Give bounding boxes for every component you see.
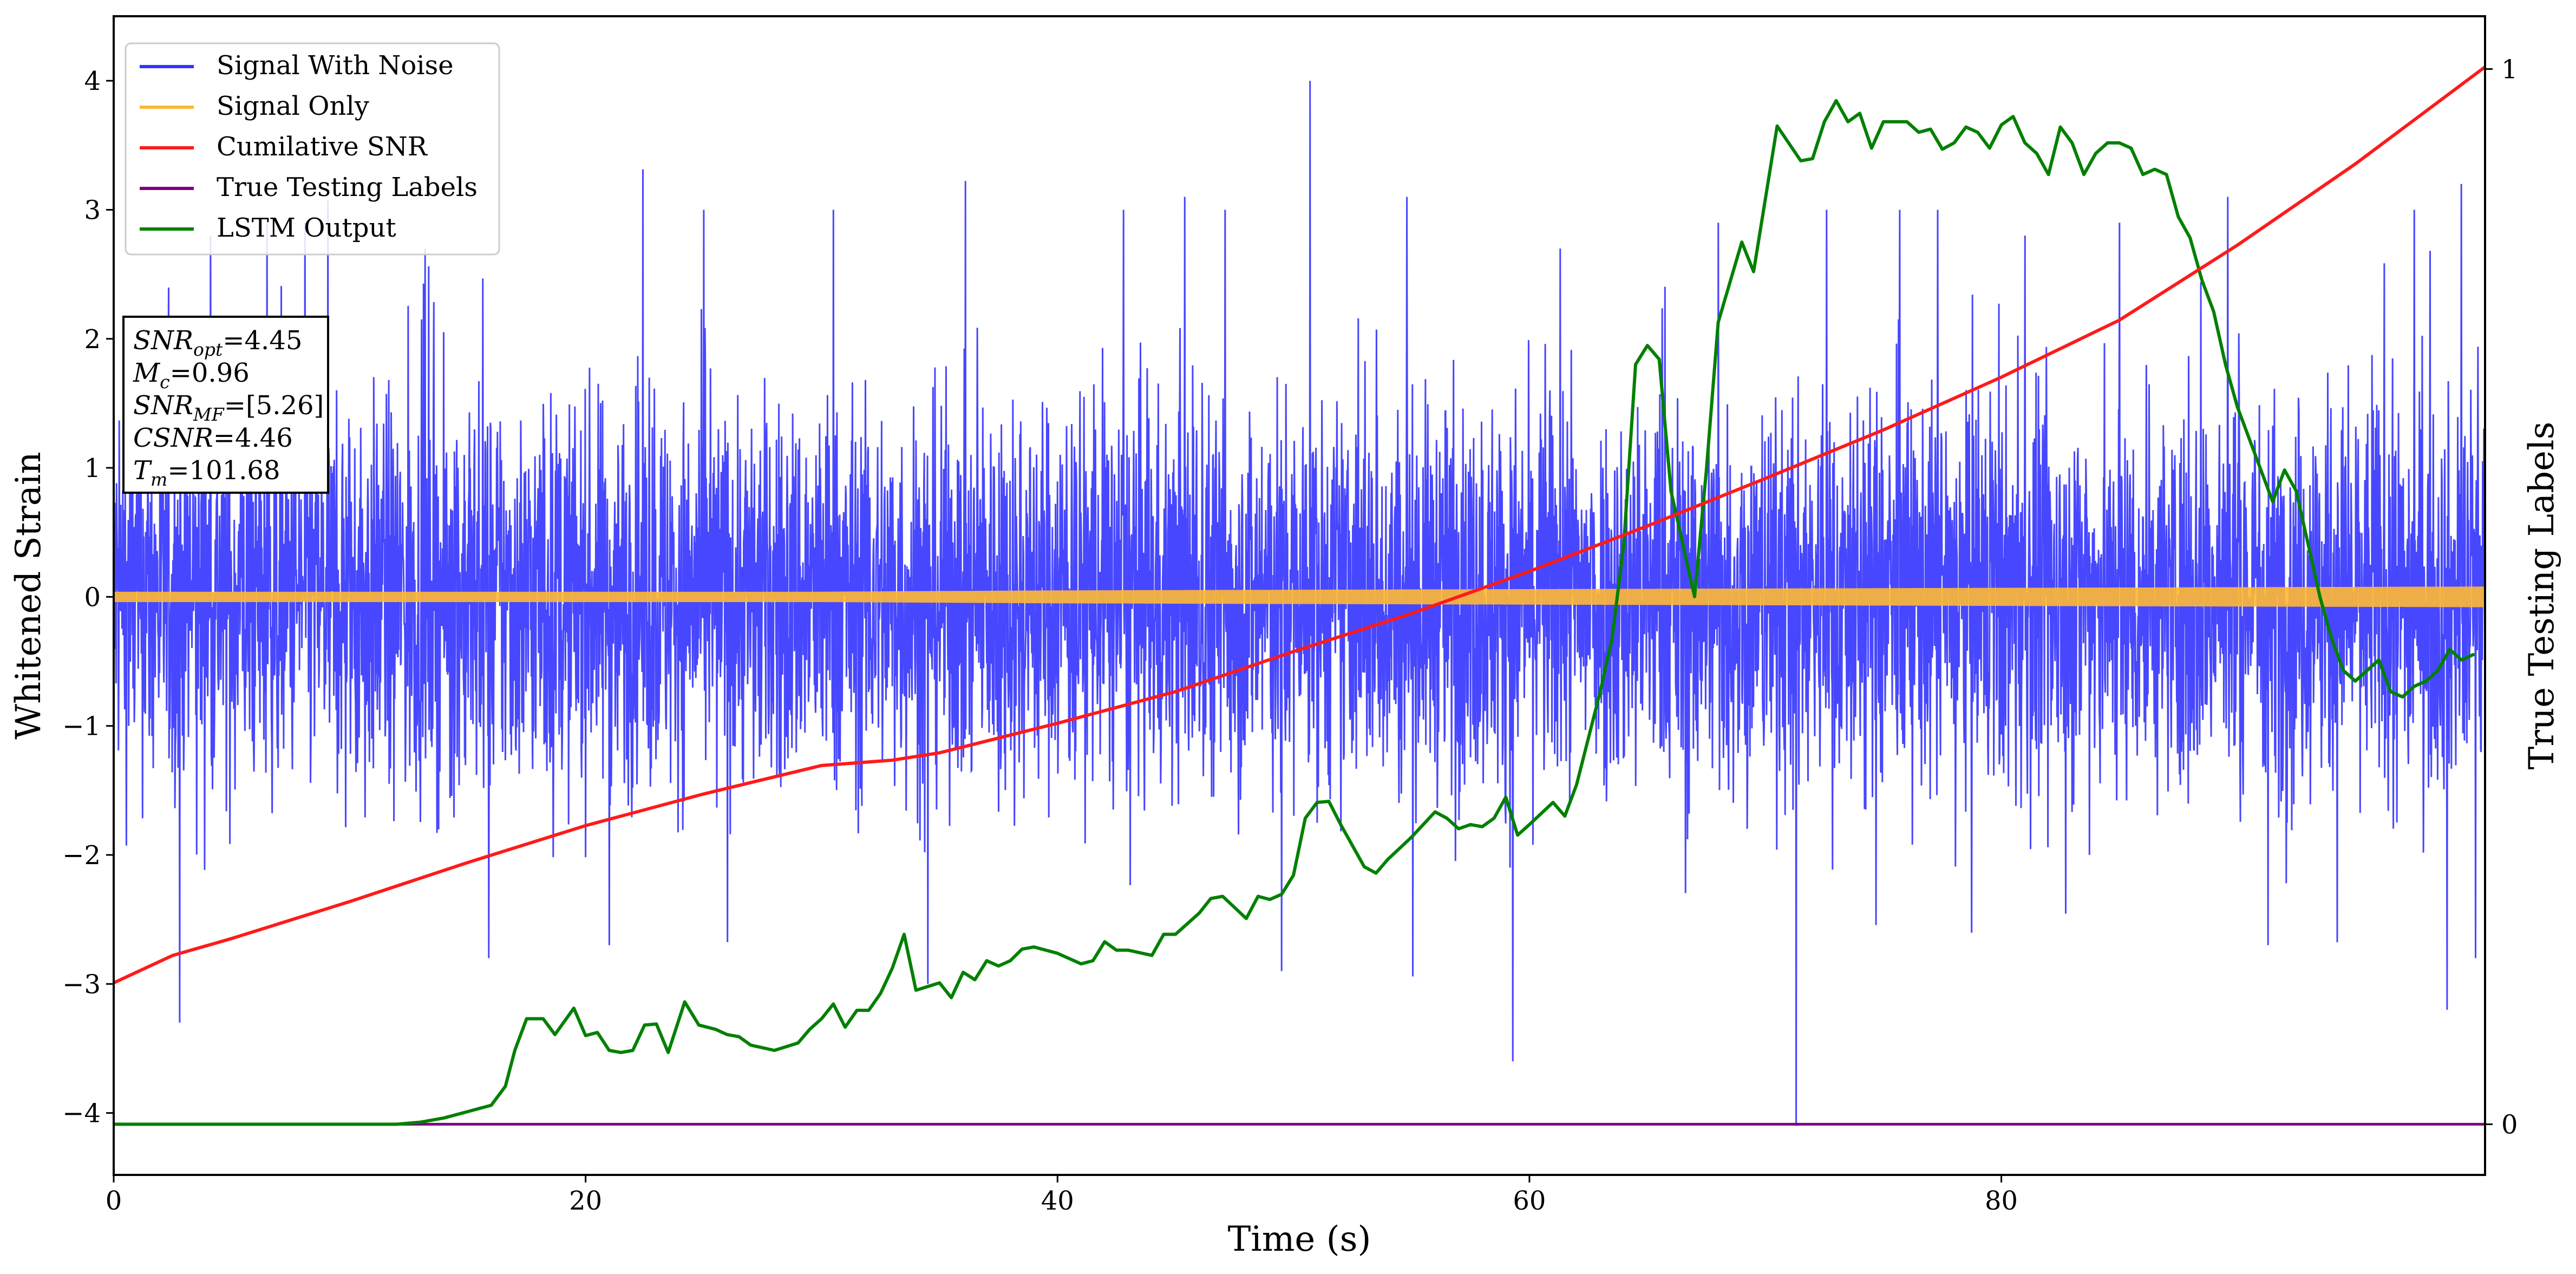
y-tick-label: −4 xyxy=(62,1099,101,1129)
y-axis-label: Whitened Strain xyxy=(9,452,49,739)
y-right-tick-label: 0 xyxy=(2501,1109,2518,1140)
y-axis-right: 01 xyxy=(2485,54,2518,1140)
annotation-line: Tm=101.68 xyxy=(133,455,280,490)
annotation-line: SNRMF=[5.26] xyxy=(133,390,324,425)
x-axis-label: Time (s) xyxy=(1228,1219,1371,1259)
legend-label: True Testing Labels xyxy=(217,172,478,202)
x-tick-label: 60 xyxy=(1513,1186,1546,1216)
y-tick-label: 4 xyxy=(84,66,101,96)
annotation-line: SNRopt=4.45 xyxy=(133,325,302,360)
legend-label: Signal With Noise xyxy=(217,50,454,81)
annotation-frame xyxy=(122,316,329,494)
signal-only-line xyxy=(114,586,2485,607)
y-right-tick-label: 1 xyxy=(2501,54,2518,84)
annotation-line: Mc=0.96 xyxy=(133,358,250,393)
legend-label: LSTM Output xyxy=(217,213,396,243)
legend-item: LSTM Output xyxy=(140,213,396,243)
cumulative-snr-line xyxy=(114,65,2485,985)
x-tick-label: 0 xyxy=(106,1186,122,1216)
y-tick-label: 2 xyxy=(84,324,101,355)
x-tick-label: 40 xyxy=(1041,1186,1074,1216)
y-axis-right-label: True Testing Labels xyxy=(2522,422,2562,770)
series-signal-only xyxy=(114,586,2485,607)
y-tick-label: 1 xyxy=(84,453,101,484)
y-tick-label: 3 xyxy=(84,195,101,225)
y-tick-label: 0 xyxy=(84,582,101,612)
annotation-box: SNRopt=4.45 Mc=0.96 SNRMF=[5.26] CSNR=4.… xyxy=(122,316,329,494)
x-tick-label: 20 xyxy=(569,1186,602,1216)
legend-item: True Testing Labels xyxy=(140,172,478,202)
lstm-output-line xyxy=(114,99,2475,1126)
plot-frame xyxy=(113,15,2486,1176)
legend-label: Cumilative SNR xyxy=(217,132,428,162)
y-axis-left: −4 −3 −2 −1 0 1 2 3 4 xyxy=(62,66,114,1129)
y-tick-label: −2 xyxy=(62,840,101,871)
legend-label: Signal Only xyxy=(217,91,369,121)
legend-item: Cumilative SNR xyxy=(140,132,428,162)
legend: Signal With Noise Signal Only Cumilative… xyxy=(125,42,500,256)
series-lines xyxy=(114,65,2485,1126)
x-axis: 0 20 40 60 80 xyxy=(106,1175,2018,1216)
x-tick-label: 80 xyxy=(1985,1186,2018,1216)
y-tick-label: −3 xyxy=(62,969,101,999)
legend-item: Signal With Noise xyxy=(140,50,454,81)
signal-with-noise-line xyxy=(114,81,2485,1126)
annotation-line: CSNR=4.46 xyxy=(133,423,293,453)
series-signal-with-noise xyxy=(114,81,2485,1126)
legend-box xyxy=(125,42,500,256)
y-tick-label: −1 xyxy=(62,711,101,742)
legend-item: Signal Only xyxy=(140,91,369,121)
